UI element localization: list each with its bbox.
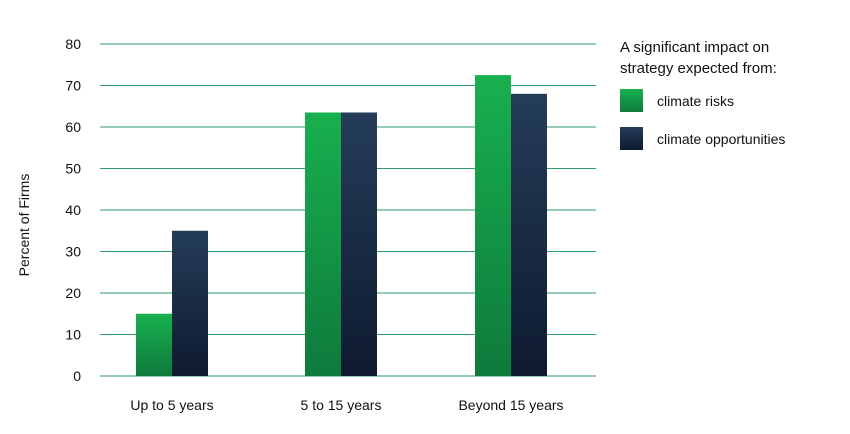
- y-tick-label: 60: [65, 119, 81, 135]
- legend-swatch-climate-risks: [620, 89, 643, 112]
- x-category-label: Beyond 15 years: [458, 397, 563, 413]
- bars: [136, 75, 547, 377]
- y-axis-label: Percent of Firms: [16, 174, 32, 277]
- y-tick-label: 30: [65, 244, 81, 260]
- legend-title-line-2: strategy expected from:: [620, 60, 777, 77]
- y-tick-label: 50: [65, 161, 81, 177]
- x-axis-categories: Up to 5 years 5 to 15 years Beyond 15 year…: [130, 397, 563, 413]
- legend: A significant impact on strategy expecte…: [620, 39, 785, 150]
- legend-swatch-climate-opportunities: [620, 127, 643, 150]
- legend-title-line-1: A significant impact on: [620, 39, 769, 56]
- y-tick-label: 80: [65, 36, 81, 52]
- y-tick-label: 0: [73, 368, 81, 384]
- bar-climate-risks-2: [475, 75, 511, 376]
- legend-label-climate-risks: climate risks: [657, 93, 734, 109]
- bar-climate-opportunities-2: [511, 93, 547, 377]
- bar-climate-opportunities-1: [341, 112, 377, 376]
- x-category-label: Up to 5 years: [130, 397, 213, 413]
- y-tick-label: 40: [65, 202, 81, 218]
- y-tick-label: 70: [65, 78, 81, 94]
- y-axis-ticks: 0 10 20 30 40 50 60 70 80: [65, 36, 81, 384]
- bar-climate-opportunities-0: [172, 230, 208, 376]
- y-tick-label: 10: [65, 327, 81, 343]
- y-tick-label: 20: [65, 285, 81, 301]
- legend-label-climate-opportunities: climate opportunities: [657, 131, 785, 147]
- bar-climate-risks-1: [305, 112, 341, 376]
- bar-climate-risks-0: [136, 313, 172, 376]
- x-category-label: 5 to 15 years: [301, 397, 382, 413]
